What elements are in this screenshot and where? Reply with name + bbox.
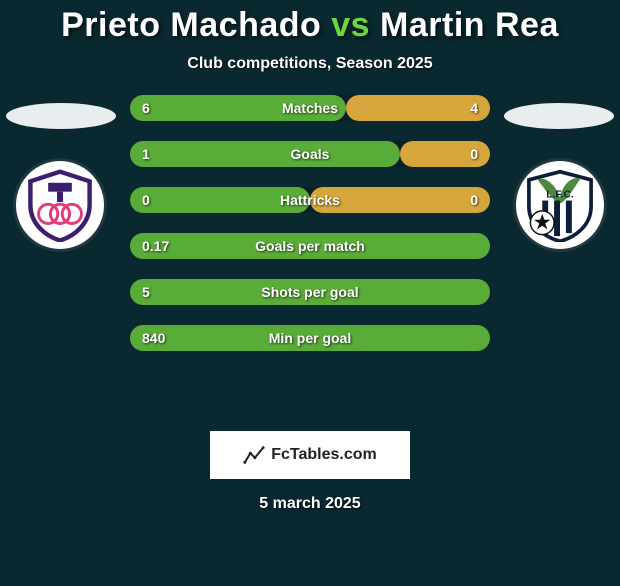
stat-row: 0 0 Hattricks	[130, 187, 490, 213]
subtitle: Club competitions, Season 2025	[0, 55, 620, 73]
stat-label: Hattricks	[280, 192, 340, 208]
watermark: FcTables.com	[210, 431, 410, 479]
stat-row: 1 0 Goals	[130, 141, 490, 167]
stat-value-left: 0.17	[142, 238, 169, 254]
player2-name: Martin Rea	[380, 6, 559, 44]
page-title: Prieto Machado vs Martin Rea	[0, 6, 620, 45]
stat-value-left: 6	[142, 100, 150, 116]
stat-row: 840 Min per goal	[130, 325, 490, 351]
stat-label: Goals	[291, 146, 330, 162]
player1-name: Prieto Machado	[61, 6, 321, 44]
date-label: 5 march 2025	[0, 495, 620, 513]
svg-text:L.F.C.: L.F.C.	[546, 190, 574, 201]
stat-label: Shots per goal	[261, 284, 358, 300]
vs-label: vs	[331, 6, 370, 44]
stat-label: Min per goal	[269, 330, 351, 346]
stat-bars: 6 4 Matches 1 0 Goals 0 0 Hattricks 0.17 Goals per…	[130, 95, 490, 351]
chart-icon	[243, 444, 265, 466]
club-crest-right: L.F.C.	[516, 161, 604, 249]
stat-value-left: 0	[142, 192, 150, 208]
stat-fill-right	[346, 95, 490, 121]
stat-value-left: 840	[142, 330, 165, 346]
stat-fill-left	[130, 141, 400, 167]
stat-label: Goals per match	[255, 238, 365, 254]
watermark-text: FcTables.com	[271, 446, 377, 464]
shield-icon: L.F.C.	[523, 168, 597, 242]
halo-left	[6, 103, 116, 129]
stat-row: 6 4 Matches	[130, 95, 490, 121]
stat-value-right: 0	[470, 146, 478, 162]
stat-row: 0.17 Goals per match	[130, 233, 490, 259]
stat-value-left: 5	[142, 284, 150, 300]
comparison-arena: L.F.C. 6 4 Matches 1 0 Goals 0 0 Hattricks 0.17 Go…	[0, 103, 620, 403]
shield-icon	[23, 168, 97, 242]
stat-value-left: 1	[142, 146, 150, 162]
halo-right	[504, 103, 614, 129]
club-crest-left	[16, 161, 104, 249]
stat-value-right: 0	[470, 192, 478, 208]
stat-value-right: 4	[470, 100, 478, 116]
stat-row: 5 Shots per goal	[130, 279, 490, 305]
stat-label: Matches	[282, 100, 338, 116]
